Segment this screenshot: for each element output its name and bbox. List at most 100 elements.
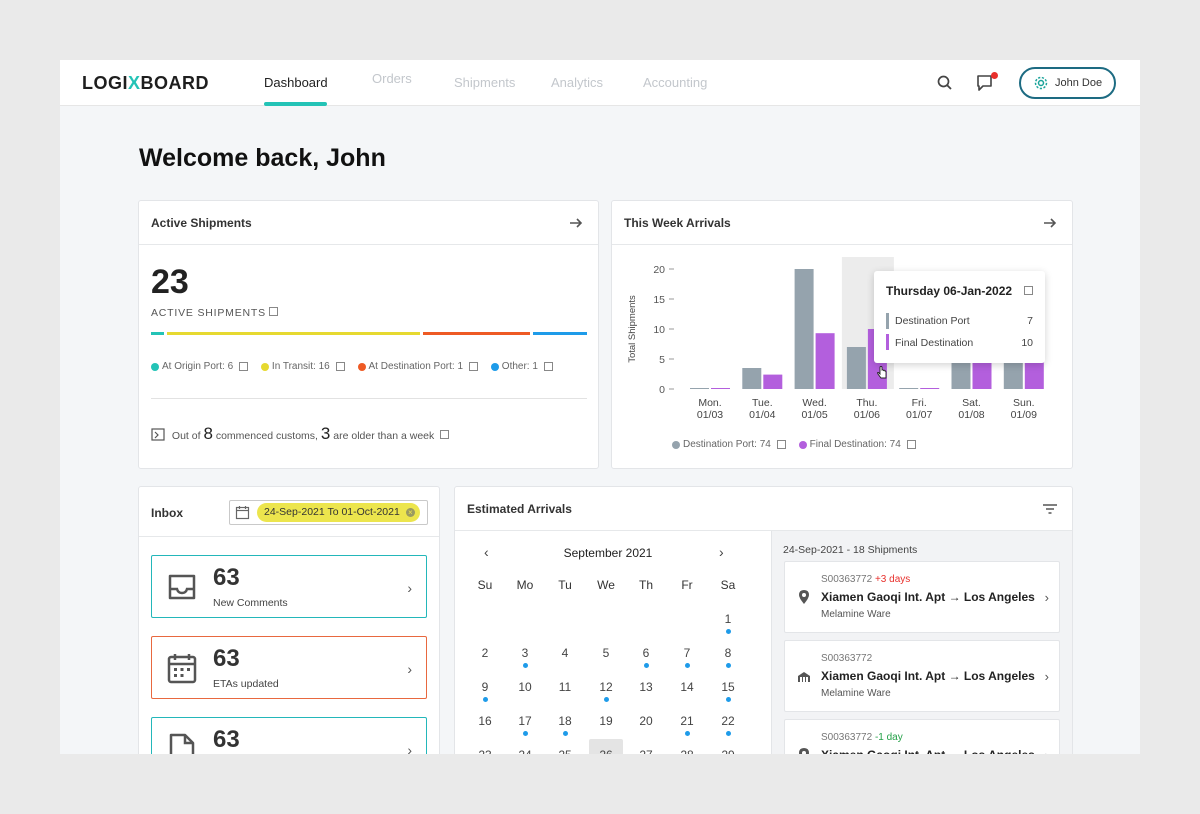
calendar-day[interactable]: 20 <box>639 714 653 728</box>
card-title: Inbox <box>151 506 183 520</box>
search-icon[interactable] <box>934 72 956 94</box>
calendar-day[interactable]: 17 <box>518 714 532 728</box>
shipment-product: Melamine Ware <box>821 609 891 620</box>
legend-final-destination[interactable]: Final Destination: 74 <box>798 439 916 450</box>
calendar-icon <box>235 506 250 520</box>
shipment-card[interactable]: S00363772 Xiamen Gaoqi Int. Apt → Los An… <box>784 640 1060 712</box>
filter-icon[interactable] <box>1042 502 1058 516</box>
calendar-day[interactable]: 12 <box>599 680 613 694</box>
calendar-day[interactable]: 13 <box>639 680 653 694</box>
active-label[interactable]: ACTIVE SHIPMENTS <box>151 307 278 319</box>
tab-shipments[interactable]: Shipments <box>454 75 516 90</box>
calendar-day[interactable]: 3 <box>521 646 529 660</box>
legend-destination-port[interactable]: Destination Port: 74 <box>672 439 786 450</box>
inbox-item-documents[interactable]: 63 › <box>151 717 427 754</box>
arrow-right-icon[interactable] <box>568 215 584 231</box>
x-tick-label: Tue. <box>752 397 773 409</box>
customs-summary[interactable]: Out of 8 commenced customs, 3 are older … <box>151 424 450 444</box>
chevron-right-icon: › <box>1045 748 1049 754</box>
calendar-day[interactable]: 6 <box>642 646 650 660</box>
status-distribution-bar <box>151 332 587 335</box>
calendar-day[interactable]: 1 <box>724 612 732 626</box>
calendar-day[interactable]: 19 <box>599 714 613 728</box>
chart-legend: Destination Port: 74 Final Destination: … <box>672 439 926 452</box>
logo[interactable]: LOGIXBOARD <box>82 73 210 93</box>
calendar-day[interactable]: 29 <box>713 748 743 754</box>
legend-transit[interactable]: In Transit: 16 <box>260 361 345 372</box>
tooltip-swatch <box>886 334 889 350</box>
y-tick-label: 15 <box>653 294 665 306</box>
calendar-day[interactable]: 11 <box>558 680 572 694</box>
x-tick-label: 01/04 <box>749 409 775 421</box>
arrow-right-icon[interactable] <box>1042 215 1058 231</box>
calendar-day[interactable]: 26 <box>591 748 621 754</box>
x-tick-label: 01/03 <box>697 409 723 421</box>
weekday-label: Tu <box>558 578 572 592</box>
tab-analytics[interactable]: Analytics <box>551 75 604 90</box>
calendar-day[interactable]: 18 <box>558 714 572 728</box>
inbox-label: New Comments <box>213 597 288 609</box>
tab-dashboard[interactable]: Dashboard <box>264 75 328 90</box>
user-name: John Doe <box>1055 77 1103 89</box>
external-link-icon[interactable] <box>1024 286 1033 295</box>
weekday-label: Mo <box>516 578 534 592</box>
calendar-day[interactable]: 9 <box>481 680 489 694</box>
calendar-day[interactable]: 15 <box>721 680 735 694</box>
tab-orders[interactable]: Orders <box>372 71 412 86</box>
calendar-day[interactable]: 10 <box>518 680 532 694</box>
shipment-route: Xiamen Gaoqi Int. Apt → Los Angeles <box>821 748 1035 754</box>
calendar-day[interactable]: 7 <box>683 646 691 660</box>
calendar-day[interactable]: 23 <box>470 748 500 754</box>
date-range-picker[interactable]: 24-Sep-2021 To 01-Oct-2021 × <box>229 500 428 525</box>
bar-destination-port <box>690 388 709 389</box>
y-tick-label: 0 <box>659 384 665 396</box>
calendar-day[interactable]: 25 <box>550 748 580 754</box>
arrival-dot <box>644 663 649 668</box>
legend-origin[interactable]: At Origin Port: 6 <box>151 361 249 372</box>
week-arrivals-card: This Week Arrivals 0 5 10 15 20 Total Shipmen… <box>611 200 1073 469</box>
external-link-icon[interactable] <box>268 307 278 316</box>
clear-icon[interactable]: × <box>405 508 415 517</box>
shipment-card[interactable]: S00363772 -1 day Xiamen Gaoqi Int. Apt → … <box>784 719 1060 754</box>
calendar-day[interactable]: 22 <box>721 714 735 728</box>
inbox-item-etas[interactable]: 63 ETAs updated › <box>151 636 427 699</box>
bar-final-destination <box>763 374 783 389</box>
calendar-day[interactable]: 14 <box>680 680 694 694</box>
prev-month-icon[interactable]: ‹ <box>484 544 489 560</box>
divider <box>151 398 587 399</box>
calendar-day[interactable]: 16 <box>478 714 492 728</box>
next-month-icon[interactable]: › <box>719 544 724 560</box>
bar-final-destination <box>920 388 940 389</box>
calendar-icon <box>167 654 197 684</box>
tooltip-label: Destination Port <box>895 315 970 327</box>
calendar-day[interactable]: 27 <box>631 748 661 754</box>
inbox-item-comments[interactable]: 63 New Comments › <box>151 555 427 618</box>
x-tick-label: Fri. <box>912 397 927 409</box>
date-range-chip[interactable]: 24-Sep-2021 To 01-Oct-2021 × <box>257 503 420 522</box>
legend-destination[interactable]: At Destination Port: 1 <box>357 361 479 372</box>
y-tick-label: 10 <box>653 324 665 336</box>
legend-other[interactable]: Other: 1 <box>490 361 553 372</box>
arrival-dot <box>483 697 488 702</box>
calendar-day[interactable]: 28 <box>672 748 702 754</box>
y-axis-label: Total Shipments <box>627 295 638 363</box>
calendar-day[interactable]: 4 <box>561 646 569 660</box>
tooltip-title: Thursday 06-Jan-2022 <box>886 284 1013 298</box>
top-nav: LOGIXBOARD Dashboard Orders Shipments An… <box>60 60 1140 106</box>
chevron-right-icon: › <box>1044 590 1049 605</box>
user-menu-button[interactable]: John Doe <box>1019 67 1116 99</box>
arrival-dot <box>685 663 690 668</box>
x-tick-label: 01/06 <box>854 409 880 421</box>
shipment-card[interactable]: S00363772 +3 days Xiamen Gaoqi Int. Apt →… <box>784 561 1060 633</box>
x-tick-label: Sun. <box>1013 397 1035 409</box>
bar-destination-port <box>899 388 919 389</box>
tab-accounting[interactable]: Accounting <box>643 75 708 90</box>
calendar-month: September 2021 <box>563 546 653 560</box>
external-link-icon[interactable] <box>440 430 450 439</box>
calendar-day[interactable]: 5 <box>602 646 610 660</box>
calendar-day[interactable]: 2 <box>481 646 489 660</box>
calendar-day[interactable]: 8 <box>724 646 732 660</box>
calendar-day[interactable]: 21 <box>680 714 694 728</box>
calendar-day[interactable]: 24 <box>510 748 540 754</box>
bar-destination-port <box>742 368 762 389</box>
